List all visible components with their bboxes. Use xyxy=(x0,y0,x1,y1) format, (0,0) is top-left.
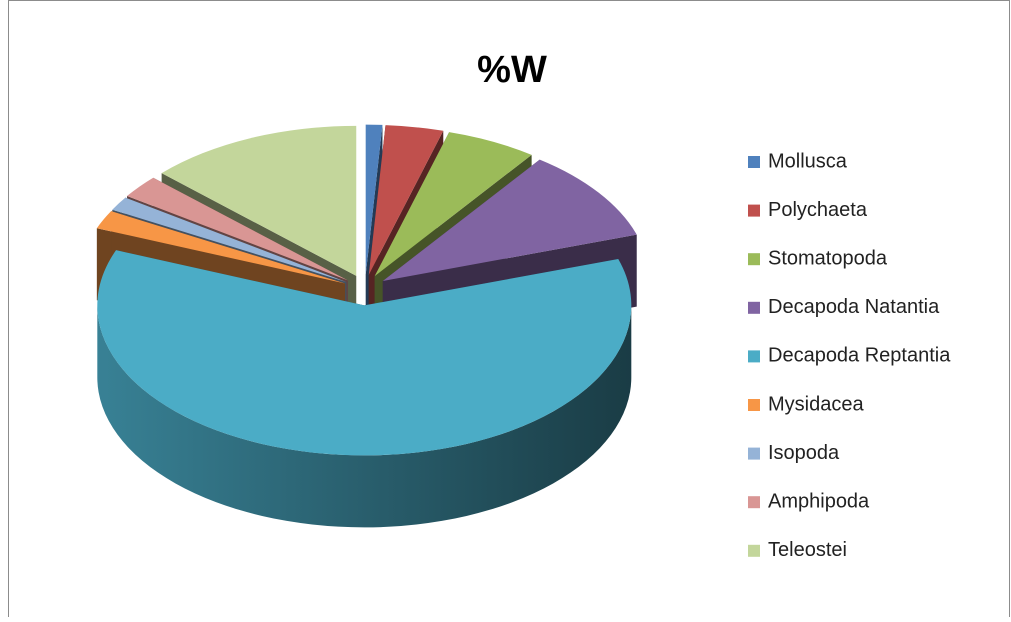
slice xyxy=(97,250,632,456)
legend-label: Polychaeta xyxy=(768,199,868,221)
slice xyxy=(127,177,348,281)
legend-label: Isopoda xyxy=(768,442,840,464)
legend-label: Stomatopoda xyxy=(768,247,888,269)
slice-side xyxy=(97,305,632,528)
slice xyxy=(161,125,357,276)
slice xyxy=(365,124,383,275)
legend-swatch xyxy=(748,544,760,557)
slice xyxy=(368,125,444,275)
legend-swatch xyxy=(748,350,760,363)
slice xyxy=(112,197,347,282)
legend-swatch xyxy=(748,204,760,217)
legend-label: Decapoda Natantia xyxy=(768,296,940,318)
legend-swatch xyxy=(748,399,760,411)
legend-swatch xyxy=(748,496,760,509)
legend-label: Teleostei xyxy=(768,539,847,561)
legend-swatch xyxy=(748,301,760,314)
legend-label: Mysidacea xyxy=(768,393,864,415)
slice xyxy=(96,211,346,284)
slice xyxy=(374,132,532,277)
legend-swatch xyxy=(748,253,760,266)
legend-label: Amphipoda xyxy=(768,490,870,512)
legend-swatch xyxy=(748,156,760,168)
slice xyxy=(382,159,637,281)
pie xyxy=(96,124,637,528)
legend-swatch xyxy=(748,447,760,460)
legend: Mollusca Polychaeta Stomatopoda Decapoda Na… xyxy=(748,150,951,561)
chart-title: %W xyxy=(477,49,547,91)
legend-label: Mollusca xyxy=(768,150,848,172)
legend-label: Decapoda Reptantia xyxy=(768,345,951,367)
